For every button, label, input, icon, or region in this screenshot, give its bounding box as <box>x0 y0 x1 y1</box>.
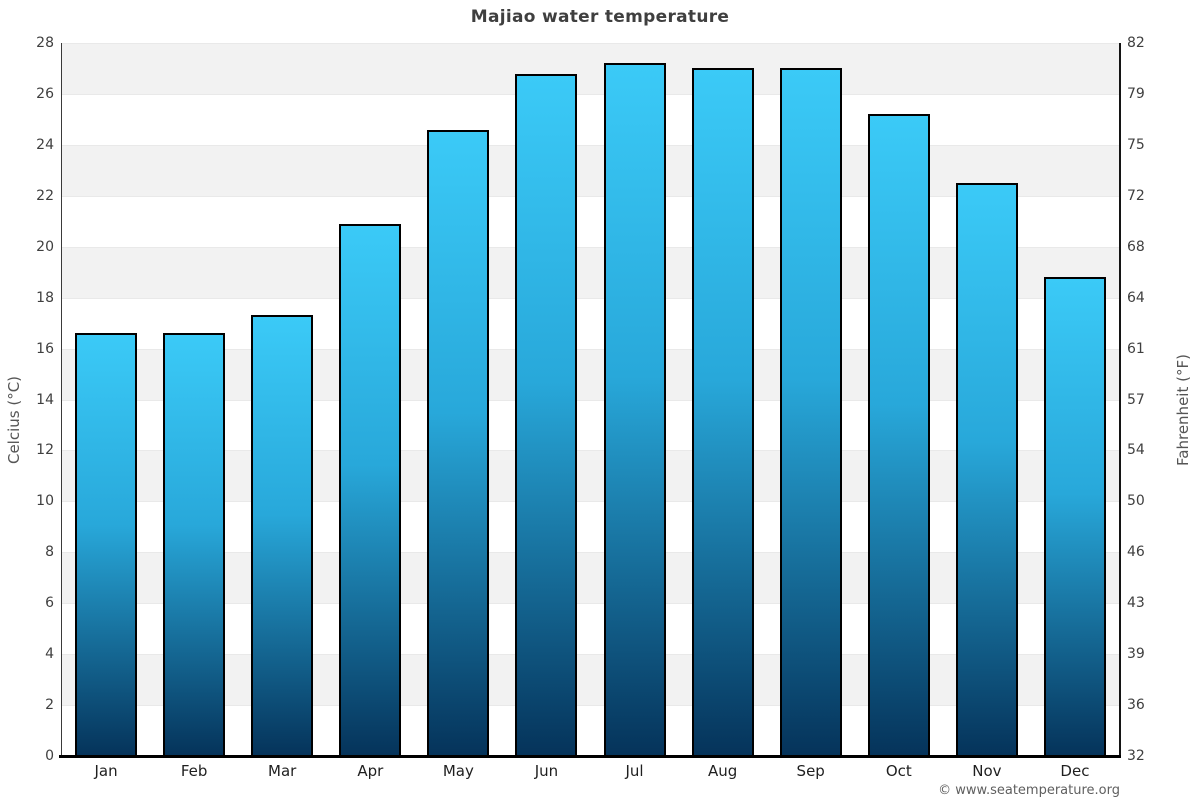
month-label-dec: Dec <box>1060 762 1090 780</box>
bar-jul <box>603 63 666 756</box>
bar-apr <box>339 223 402 756</box>
grid-band <box>62 43 1119 94</box>
bar-dec <box>1043 277 1106 756</box>
fahrenheit-tick-label: 36 <box>1127 697 1145 714</box>
grid-band <box>62 705 1119 756</box>
bar-may <box>427 129 490 756</box>
x-axis-line <box>59 755 1121 758</box>
watermark: © www.seatemperature.org <box>938 783 1120 798</box>
fahrenheit-tick-label: 82 <box>1127 35 1145 51</box>
month-label-may: May <box>442 762 474 780</box>
fahrenheit-tick-label: 61 <box>1127 340 1145 357</box>
grid-band <box>62 654 1119 706</box>
bar-sep <box>779 68 842 756</box>
bar-aug <box>691 68 754 756</box>
celsius-tick-label: 6 <box>45 595 54 612</box>
grid-band <box>62 195 1119 247</box>
fahrenheit-tick-label: 46 <box>1127 544 1145 561</box>
fahrenheit-tick-label: 43 <box>1127 595 1145 612</box>
celsius-tick-label: 2 <box>45 697 54 714</box>
celsius-tick-label: 18 <box>36 289 54 306</box>
month-label-aug: Aug <box>707 762 738 780</box>
celsius-tick-label: 24 <box>36 136 54 153</box>
month-label-mar: Mar <box>268 762 297 780</box>
fahrenheit-tick-label: 54 <box>1127 442 1145 459</box>
bar-mar <box>251 315 314 756</box>
celsius-tick-label: 8 <box>45 544 54 561</box>
celsius-tick-label: 4 <box>45 646 54 663</box>
month-label-apr: Apr <box>357 762 384 780</box>
celsius-tick-label: 14 <box>36 391 54 408</box>
y-axis-line-right <box>1119 43 1121 756</box>
fahrenheit-tick-label: 75 <box>1127 136 1145 153</box>
fahrenheit-tick-label: 32 <box>1127 748 1145 764</box>
right-axis-title: Fahrenheit (°F) <box>1174 354 1192 466</box>
month-label-nov: Nov <box>972 762 1002 780</box>
bar-oct <box>867 114 930 756</box>
celsius-tick-label: 10 <box>36 493 54 510</box>
fahrenheit-tick-label: 57 <box>1127 391 1145 408</box>
grid-band <box>62 450 1119 502</box>
grid-band <box>62 399 1119 451</box>
fahrenheit-tick-label: 64 <box>1127 289 1145 306</box>
grid-band <box>62 144 1119 196</box>
y-axis-line-left <box>61 43 62 756</box>
celsius-tick-label: 26 <box>36 85 54 102</box>
fahrenheit-tick-label: 50 <box>1127 493 1145 510</box>
fahrenheit-tick-label: 72 <box>1127 187 1145 204</box>
fahrenheit-tick-label: 79 <box>1127 85 1145 102</box>
month-label-oct: Oct <box>885 762 912 780</box>
celsius-tick-label: 12 <box>36 442 54 459</box>
fahrenheit-tick-label: 68 <box>1127 238 1145 255</box>
month-label-feb: Feb <box>180 762 208 780</box>
grid-band <box>62 603 1119 655</box>
bar-nov <box>955 183 1018 756</box>
left-axis-title: Celcius (°C) <box>5 375 23 465</box>
bar-jun <box>515 73 578 756</box>
chart-title: Majiao water temperature <box>470 7 730 27</box>
month-label-sep: Sep <box>796 762 825 780</box>
month-label-jun: Jun <box>534 762 559 780</box>
grid-band <box>62 93 1119 145</box>
month-label-jan: Jan <box>94 762 118 780</box>
celsius-tick-label: 16 <box>36 340 54 357</box>
month-label-jul: Jul <box>625 762 644 780</box>
bar-jan <box>75 333 138 756</box>
plot-area <box>62 43 1119 756</box>
fahrenheit-tick-label: 39 <box>1127 646 1145 663</box>
celsius-tick-label: 22 <box>36 187 54 204</box>
grid-band <box>62 297 1119 349</box>
celsius-tick-label: 0 <box>45 748 54 764</box>
grid-band <box>62 246 1119 298</box>
grid-band <box>62 501 1119 553</box>
grid-band <box>62 348 1119 400</box>
celsius-tick-label: 20 <box>36 238 54 255</box>
celsius-tick-label: 28 <box>36 35 54 51</box>
grid-band <box>62 552 1119 604</box>
bar-feb <box>163 333 226 756</box>
